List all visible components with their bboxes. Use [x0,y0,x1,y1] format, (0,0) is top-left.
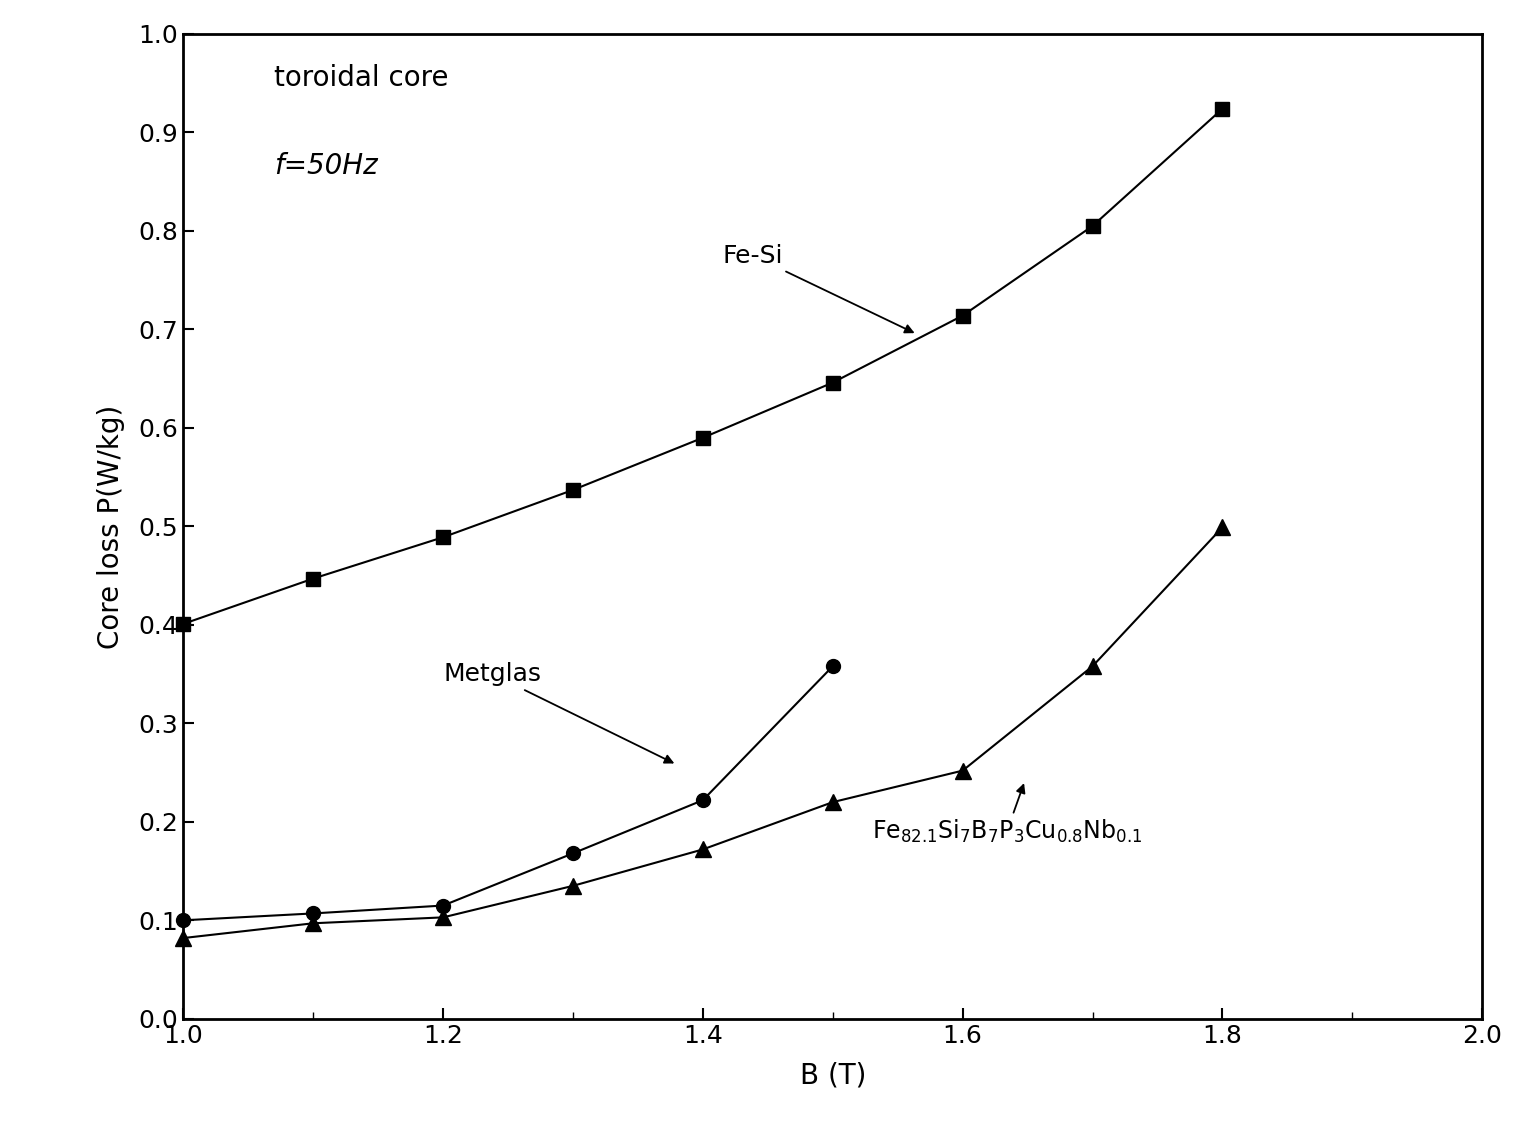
X-axis label: B (T): B (T) [799,1062,866,1089]
Text: Fe-Si: Fe-Si [723,243,912,333]
Text: Fe$_{82.1}$Si$_{7}$B$_{7}$P$_{3}$Cu$_{0.8}$Nb$_{0.1}$: Fe$_{82.1}$Si$_{7}$B$_{7}$P$_{3}$Cu$_{0.… [871,784,1141,846]
Text: Metglas: Metglas [443,662,672,763]
Y-axis label: Core loss P(W/kg): Core loss P(W/kg) [96,404,125,649]
Text: toroidal core: toroidal core [275,63,449,92]
Text: f=50Hz: f=50Hz [275,152,377,180]
